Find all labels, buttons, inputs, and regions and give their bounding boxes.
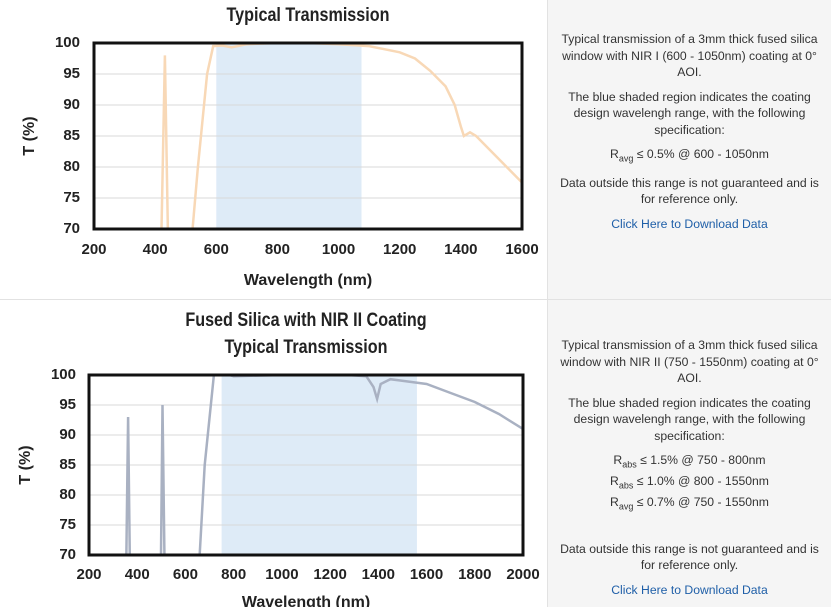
x-tick-label: 1000 <box>322 241 355 258</box>
y-tick-label: 95 <box>63 65 80 82</box>
spec-text: ≤ 1.5% @ 750 - 800nm <box>640 453 766 467</box>
y-tick-label: 85 <box>59 456 76 473</box>
chart-subtitle: Typical Transmission <box>225 336 388 358</box>
plot-frame <box>92 41 524 231</box>
paragraph: Typical transmission of a 3mm thick fuse… <box>560 338 819 385</box>
x-tick-label: 1400 <box>444 241 477 258</box>
chart-title: Typical Transmission <box>227 4 390 26</box>
spec-subscript: avg <box>618 501 634 512</box>
y-tick-label: 100 <box>55 34 80 51</box>
spec-subscript: abs <box>622 459 637 470</box>
x-axis-label: Wavelength (nm) <box>244 272 372 289</box>
y-tick-label: 85 <box>63 127 80 144</box>
x-tick-label: 200 <box>81 241 106 258</box>
plot-frame <box>87 373 525 557</box>
x-tick-label: 600 <box>173 566 198 583</box>
spec-list: Rabs ≤ 1.5% @ 750 - 800nm Rabs ≤ 1.0% @ 8… <box>552 452 827 515</box>
x-tick-label: 1200 <box>383 241 416 258</box>
line <box>125 375 523 555</box>
spec: Rabs ≤ 1.5% @ 750 - 800nm <box>552 452 827 473</box>
spec-list: Ravg ≤ 0.5% @ 600 - 1050nm <box>552 146 827 167</box>
y-tick-label: 80 <box>59 486 76 503</box>
chart-title: Fused Silica with NIR II Coating <box>185 309 426 331</box>
x-tick-label: 400 <box>125 566 150 583</box>
x-tick-label: 200 <box>76 566 101 583</box>
spec-text: ≤ 1.0% @ 800 - 1550nm <box>636 473 769 488</box>
x-axis-label: Wavelength (nm) <box>242 594 370 607</box>
spec-symbol: R <box>610 494 619 509</box>
y-tick-label: 80 <box>63 158 80 175</box>
y-tick-label: 75 <box>63 189 80 206</box>
description-panel: Typical transmission of a 3mm thick fuse… <box>547 300 831 607</box>
spec: Rabs ≤ 1.0% @ 800 - 1550nm <box>552 473 827 494</box>
y-tick-label: 100 <box>51 366 76 383</box>
y-tick-label: 70 <box>59 546 76 563</box>
y-tick-label: 75 <box>59 516 76 533</box>
y-tick-label: 90 <box>59 426 76 443</box>
paragraph: Typical transmission of a 3mm thick fuse… <box>561 32 818 79</box>
x-tick-label: 2000 <box>506 566 539 583</box>
description-panel: Typical transmission of a 3mm thick fuse… <box>547 0 831 299</box>
line <box>160 43 522 229</box>
x-tick-label: 600 <box>204 241 229 258</box>
y-axis-label: T (%) <box>17 445 34 484</box>
spec: Ravg ≤ 0.5% @ 600 - 1050nm <box>552 146 827 167</box>
spec-symbol: R <box>610 473 619 488</box>
download-link[interactable]: Click Here to Download Data <box>611 582 768 597</box>
link-row: Click Here to Download Data <box>552 216 827 233</box>
x-tick-label: 800 <box>265 241 290 258</box>
spec-text: ≤ 0.7% @ 750 - 1550nm <box>636 494 769 509</box>
x-tick-label: 1200 <box>313 566 346 583</box>
spec-symbol: R <box>613 453 623 467</box>
note: Data outside this range is not guarantee… <box>560 541 819 573</box>
y-axis-label: T (%) <box>21 116 38 155</box>
spec-subscript: abs <box>618 480 634 491</box>
x-tick-label: 1400 <box>362 566 395 583</box>
y-tick-label: 95 <box>59 396 76 413</box>
x-tick-label: 1800 <box>458 566 491 583</box>
divider <box>0 299 831 300</box>
x-tick-label: 800 <box>221 566 246 583</box>
spec: Ravg ≤ 0.7% @ 750 - 1550nm <box>552 494 827 515</box>
paragraph: The blue shaded region indicates the coa… <box>568 89 811 137</box>
x-tick-label: 1600 <box>410 566 443 583</box>
download-link[interactable]: Click Here to Download Data <box>611 216 768 231</box>
x-tick-label: 400 <box>143 241 168 258</box>
y-tick-label: 70 <box>63 220 80 237</box>
y-tick-label: 90 <box>63 96 80 113</box>
paragraph: The blue shaded region indicates the coa… <box>568 395 811 443</box>
x-tick-label: 1000 <box>265 566 298 583</box>
chart: Fused Silica with NIR II Coating Typical … <box>17 309 539 607</box>
spec-text: ≤ 0.5% @ 600 - 1050nm <box>636 147 769 161</box>
chart: Typical Transmission Wavelength (nm) T (%)… <box>21 4 538 289</box>
note: Data outside this range is not guarantee… <box>560 175 819 207</box>
spec-subscript: avg <box>618 153 634 164</box>
x-tick-label: 1600 <box>505 241 538 258</box>
spec-symbol: R <box>610 147 619 161</box>
link-row: Click Here to Download Data <box>552 582 827 599</box>
